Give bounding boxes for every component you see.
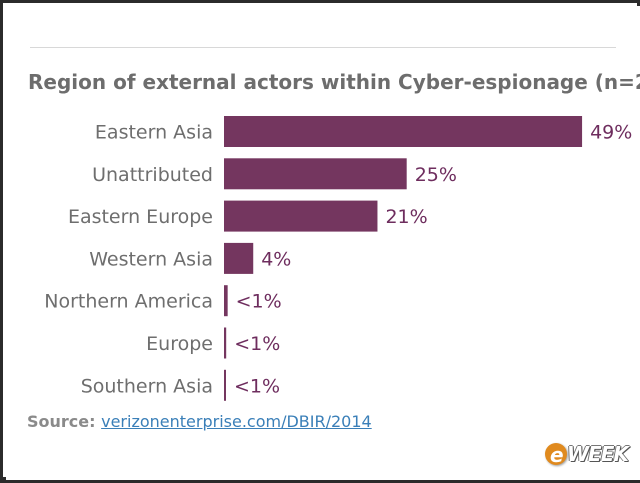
chart-title: Region of external actors within Cyber-e… xyxy=(28,70,640,94)
top-divider xyxy=(30,47,616,48)
category-label: Eastern Asia xyxy=(95,122,213,144)
bars-group: Eastern Asia 49% Unattributed 25% Eastern Eu… xyxy=(44,116,632,401)
value-label: 49% xyxy=(590,122,632,144)
category-label: Western Asia xyxy=(89,248,213,270)
source-link[interactable]: verizonenterprise.com/DBIR/2014 xyxy=(101,412,372,431)
category-label: Europe xyxy=(146,333,213,355)
value-label: 4% xyxy=(261,248,291,270)
logo-e-letter: e xyxy=(550,443,564,467)
bar-chart: Region of external actors within Cyber-e… xyxy=(28,70,640,401)
bar xyxy=(224,158,407,190)
category-label: Southern Asia xyxy=(81,375,213,397)
source-line: Source: verizonenterprise.com/DBIR/2014 xyxy=(27,412,372,431)
source-label: Source: xyxy=(27,412,96,431)
category-label: Unattributed xyxy=(92,164,213,186)
bar xyxy=(224,369,226,401)
bar xyxy=(224,116,583,147)
value-label: <1% xyxy=(234,333,280,355)
bar xyxy=(224,285,228,317)
value-label: 25% xyxy=(415,164,457,186)
logo-text: WEEK xyxy=(567,442,629,466)
value-label: <1% xyxy=(236,291,282,313)
chart-panel xyxy=(6,6,640,480)
value-label: <1% xyxy=(234,375,280,397)
category-label: Northern America xyxy=(44,291,213,313)
eweek-logo: e WEEK xyxy=(545,440,629,468)
category-label: Eastern Europe xyxy=(68,206,213,228)
logo-badge-icon: e xyxy=(545,443,567,467)
value-label: 21% xyxy=(385,206,427,228)
bar xyxy=(224,327,227,359)
bar xyxy=(224,200,378,232)
bar xyxy=(224,242,254,274)
